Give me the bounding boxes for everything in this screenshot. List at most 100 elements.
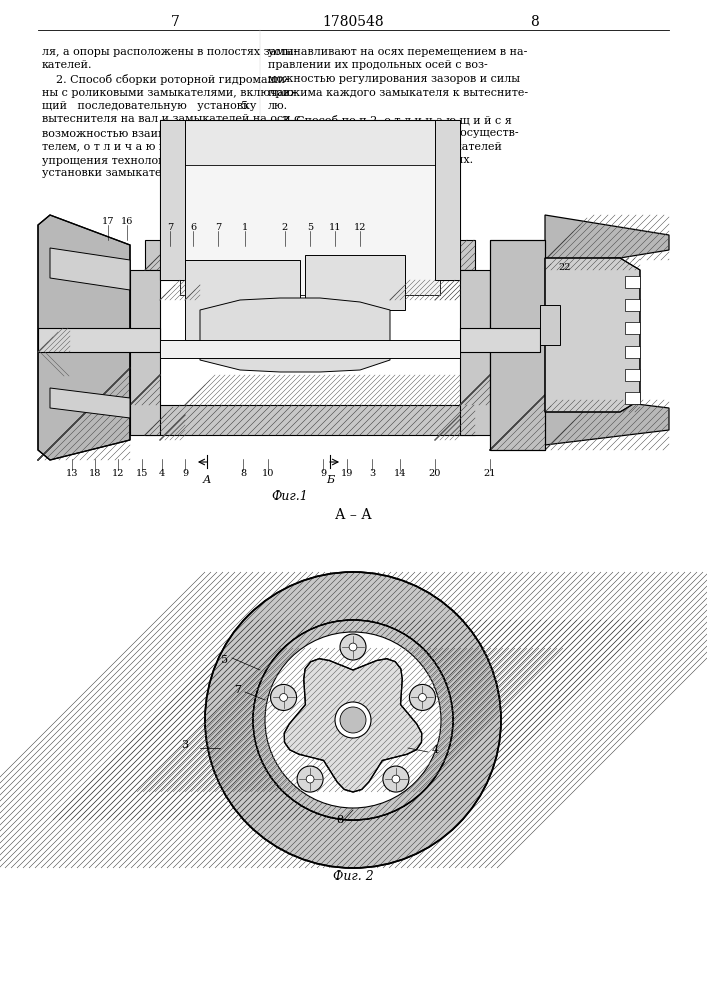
Circle shape bbox=[419, 694, 426, 701]
Polygon shape bbox=[50, 248, 130, 290]
Text: 7: 7 bbox=[167, 224, 173, 232]
Text: 9: 9 bbox=[320, 468, 326, 478]
Bar bbox=[160, 120, 460, 280]
Text: 3. Способ по п.2, о т л и ч а ю щ и й с я: 3. Способ по п.2, о т л и ч а ю щ и й с … bbox=[268, 114, 512, 125]
Text: правлении их продольных осей с воз-: правлении их продольных осей с воз- bbox=[268, 60, 488, 70]
Circle shape bbox=[253, 620, 453, 820]
Circle shape bbox=[253, 620, 453, 820]
Text: ля, а опоры расположены в полостях замы-: ля, а опоры расположены в полостях замы- bbox=[42, 47, 297, 57]
Text: устанавливают на осях перемещением в на-: устанавливают на осях перемещением в на- bbox=[268, 47, 527, 57]
Bar bbox=[38, 328, 160, 352]
Text: установки замыкателей на осях, замыкатели: установки замыкателей на осях, замыкател… bbox=[42, 168, 307, 178]
Text: Б: Б bbox=[308, 192, 316, 202]
Text: ны с роликовыми замыкателями, включаю-: ны с роликовыми замыкателями, включаю- bbox=[42, 88, 298, 98]
Text: 5: 5 bbox=[241, 101, 248, 111]
Text: тем, что регулирование зазоров осуществ-: тем, что регулирование зазоров осуществ- bbox=[268, 128, 519, 138]
Text: упрощения технологии сборки путем точной: упрощения технологии сборки путем точной bbox=[42, 155, 307, 166]
Text: 9: 9 bbox=[182, 468, 188, 478]
Text: 18: 18 bbox=[89, 468, 101, 478]
Text: 5: 5 bbox=[307, 224, 313, 232]
Text: 3: 3 bbox=[369, 468, 375, 478]
Circle shape bbox=[409, 684, 436, 710]
Text: Б: Б bbox=[326, 475, 334, 485]
Polygon shape bbox=[284, 659, 422, 792]
Text: 17: 17 bbox=[102, 218, 115, 227]
Circle shape bbox=[335, 702, 371, 738]
Text: 13: 13 bbox=[66, 468, 78, 478]
Circle shape bbox=[205, 572, 501, 868]
Text: 16: 16 bbox=[121, 218, 133, 227]
Bar bbox=[625, 322, 640, 334]
Text: А: А bbox=[203, 192, 211, 202]
Text: 4: 4 bbox=[159, 468, 165, 478]
Text: 12: 12 bbox=[354, 224, 366, 232]
Text: А – А: А – А bbox=[334, 508, 371, 522]
Circle shape bbox=[349, 643, 357, 651]
Text: щий   последовательную   установку: щий последовательную установку bbox=[42, 101, 257, 111]
Text: 1780548: 1780548 bbox=[322, 15, 384, 29]
Polygon shape bbox=[545, 215, 669, 260]
Text: 10: 10 bbox=[262, 468, 274, 478]
Text: вытеснителя на вал и замыкателей на оси с: вытеснителя на вал и замыкателей на оси … bbox=[42, 114, 300, 124]
Polygon shape bbox=[50, 388, 130, 418]
Text: 8: 8 bbox=[240, 468, 246, 478]
Text: 6: 6 bbox=[190, 224, 196, 232]
Polygon shape bbox=[545, 258, 640, 412]
Circle shape bbox=[265, 632, 441, 808]
Text: Фиг. 2: Фиг. 2 bbox=[332, 870, 373, 883]
Circle shape bbox=[306, 775, 314, 783]
Polygon shape bbox=[38, 215, 130, 460]
Polygon shape bbox=[200, 298, 390, 372]
Text: 3: 3 bbox=[182, 740, 189, 750]
Text: телем, о т л и ч а ю щ и й с я тем, что. с целью: телем, о т л и ч а ю щ и й с я тем, что.… bbox=[42, 141, 316, 151]
Text: 7: 7 bbox=[170, 15, 180, 29]
Text: 7: 7 bbox=[215, 224, 221, 232]
Circle shape bbox=[265, 632, 441, 808]
Text: вдоль продольных осей последних.: вдоль продольных осей последних. bbox=[268, 155, 473, 165]
Text: 12: 12 bbox=[112, 468, 124, 478]
Text: возможностью взаимодействия с вытесни-: возможностью взаимодействия с вытесни- bbox=[42, 128, 293, 138]
Text: 7: 7 bbox=[235, 685, 242, 695]
Text: 8: 8 bbox=[531, 15, 539, 29]
Text: 8: 8 bbox=[337, 815, 344, 825]
Polygon shape bbox=[490, 240, 545, 450]
Bar bbox=[160, 340, 460, 358]
Text: 2. Способ сборки роторной гидромаши-: 2. Способ сборки роторной гидромаши- bbox=[42, 74, 289, 85]
Bar bbox=[145, 240, 475, 270]
Circle shape bbox=[280, 694, 288, 701]
Text: ляют перемещением опор замыкателей: ляют перемещением опор замыкателей bbox=[268, 141, 502, 151]
Bar bbox=[460, 270, 490, 435]
Text: 21: 21 bbox=[484, 468, 496, 478]
Bar bbox=[625, 369, 640, 381]
Text: можностью регулирования зазоров и силы: можностью регулирования зазоров и силы bbox=[268, 74, 520, 84]
Text: 15: 15 bbox=[136, 468, 148, 478]
Circle shape bbox=[253, 620, 453, 820]
Text: 5: 5 bbox=[221, 655, 228, 665]
Text: 1: 1 bbox=[242, 224, 248, 232]
Circle shape bbox=[383, 766, 409, 792]
Circle shape bbox=[340, 634, 366, 660]
Text: 19: 19 bbox=[341, 468, 354, 478]
Bar bbox=[185, 260, 300, 340]
Text: Фиг.1: Фиг.1 bbox=[271, 490, 308, 503]
Bar bbox=[145, 405, 475, 435]
Polygon shape bbox=[545, 400, 669, 445]
Circle shape bbox=[392, 775, 399, 783]
Text: А: А bbox=[203, 475, 211, 485]
Bar bbox=[625, 276, 640, 288]
Circle shape bbox=[271, 684, 296, 710]
Text: 20: 20 bbox=[429, 468, 441, 478]
Bar bbox=[180, 165, 440, 295]
Text: 22: 22 bbox=[559, 263, 571, 272]
Text: 2: 2 bbox=[282, 224, 288, 232]
Text: прижима каждого замыкателя к вытесните-: прижима каждого замыкателя к вытесните- bbox=[268, 88, 528, 98]
Text: 11: 11 bbox=[329, 224, 341, 232]
Bar bbox=[460, 328, 540, 352]
Bar bbox=[305, 255, 405, 310]
Text: лю.: лю. bbox=[268, 101, 288, 111]
Circle shape bbox=[340, 707, 366, 733]
Circle shape bbox=[297, 766, 323, 792]
Bar bbox=[160, 120, 185, 280]
Bar bbox=[625, 299, 640, 311]
Bar bbox=[130, 270, 160, 435]
